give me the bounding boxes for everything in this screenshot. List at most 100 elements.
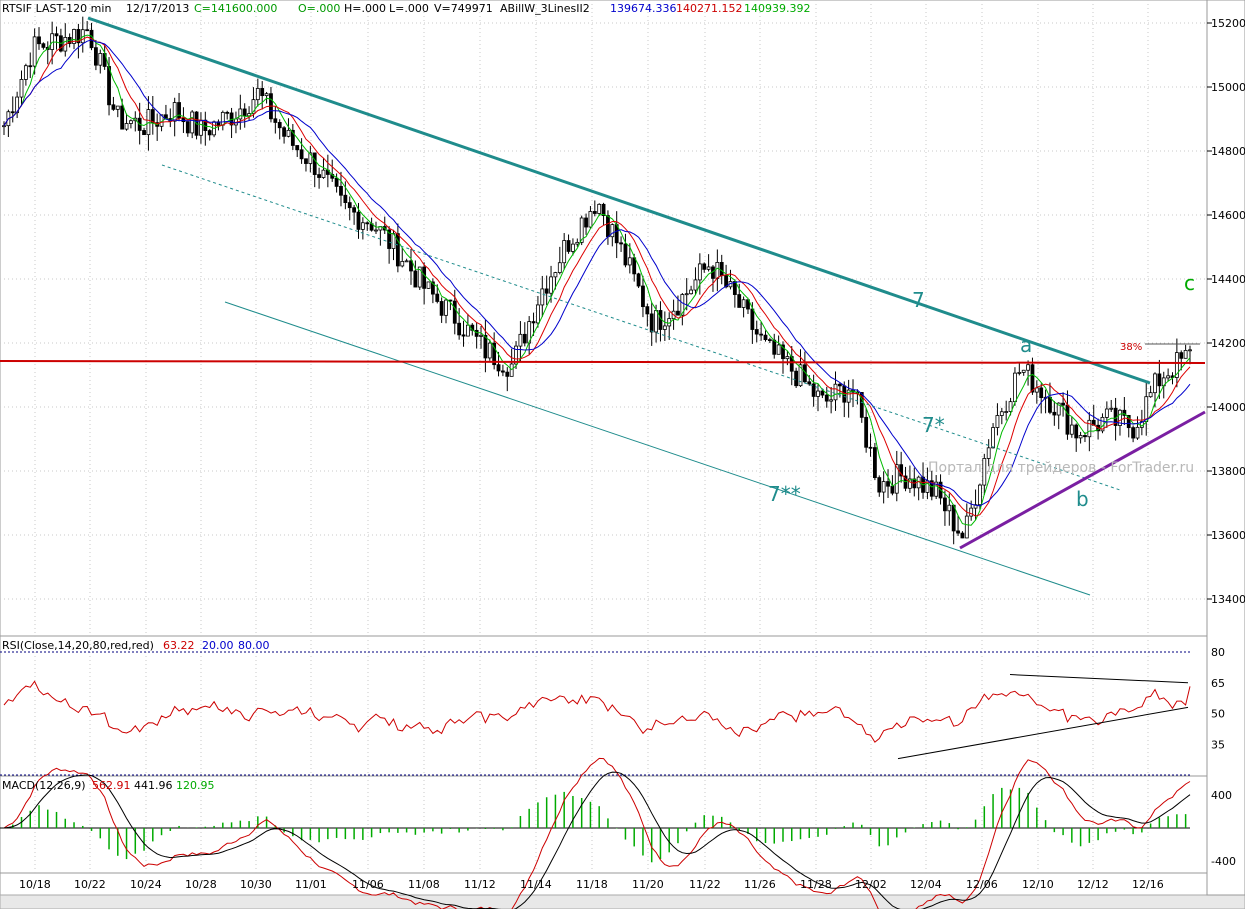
header-symbol: RTSIF LAST-120 min	[2, 2, 111, 15]
price-bar-body	[150, 109, 155, 124]
date-axis-label: 12/02	[855, 878, 887, 891]
price-bar-body	[991, 427, 995, 449]
rsi-panel	[0, 635, 1208, 777]
price-bar-body	[943, 497, 947, 512]
price-bar-body	[277, 122, 282, 129]
price-bar-body	[474, 329, 479, 337]
price-bar-body	[177, 102, 181, 119]
price-panel	[0, 0, 1208, 637]
macd-line	[3, 757, 1191, 913]
price-bar-body	[295, 145, 300, 151]
price-bar-body	[339, 185, 343, 196]
rsi-series	[3, 674, 1191, 760]
price-bar-body	[50, 33, 55, 50]
price-bar-body	[76, 29, 81, 44]
price-bar-body	[37, 36, 41, 45]
price-bar-body	[1083, 435, 1087, 438]
price-bar-body	[877, 477, 882, 493]
price-bar-body	[1144, 396, 1149, 423]
wave-label-c: c	[1184, 271, 1195, 295]
trendline-7[interactable]	[87, 16, 1151, 385]
horizontal-scrollbar[interactable]	[0, 894, 1245, 910]
price-bar-body	[308, 152, 313, 164]
price-axis-label: 152000	[1211, 17, 1245, 30]
price-bar-body	[514, 345, 518, 365]
support-line[interactable]	[0, 360, 1206, 364]
price-bar-body	[522, 333, 527, 344]
date-axis-label: 11/14	[520, 878, 552, 891]
price-bar-body	[597, 203, 602, 214]
price-bar-body	[649, 313, 654, 333]
price-bar-body	[540, 288, 545, 306]
price-bar-body	[1087, 419, 1092, 438]
header-close: C=141600.000	[194, 2, 277, 15]
macd-signal-value: 441.96	[134, 779, 173, 792]
price-bar-body	[404, 260, 409, 263]
price-bar-body	[19, 79, 24, 98]
rsi-upper-trendline[interactable]	[1009, 674, 1189, 684]
price-bar-body	[645, 306, 650, 315]
rsi-lower-trendline[interactable]	[897, 706, 1189, 760]
price-bar-body	[737, 294, 742, 308]
price-bar-body	[15, 96, 20, 114]
price-bar-body	[636, 273, 641, 287]
price-bar-body	[632, 257, 637, 275]
price-bar-body	[1004, 411, 1009, 413]
price-bar-body	[72, 29, 76, 44]
price-bar-body	[1030, 364, 1035, 393]
price-axis-label: 140000	[1211, 401, 1245, 414]
price-bar-body	[724, 275, 729, 288]
price-axis-label: 136000	[1211, 529, 1245, 542]
macd-label: MACD(12,26,9)	[2, 779, 86, 792]
price-bar-body	[776, 344, 781, 355]
price-bar-body	[929, 480, 934, 497]
price-bar-body	[457, 322, 462, 336]
price-bar-body	[706, 266, 711, 270]
wedge-line[interactable]	[959, 410, 1206, 550]
header-low: L=.000	[389, 2, 429, 15]
price-bar-body	[1021, 369, 1026, 373]
header-indicator: ABillW_3LinesII2	[500, 2, 590, 15]
price-axis-label: 148000	[1211, 145, 1245, 158]
price-bar-body	[894, 464, 899, 494]
price-bar-body	[754, 329, 759, 335]
price-bar-body	[960, 532, 965, 539]
date-axis-label: 10/30	[240, 878, 272, 891]
price-bar-body	[255, 88, 260, 101]
price-bar-body	[829, 399, 834, 402]
price-bar-body	[641, 285, 645, 308]
watermark: Портал для трейдеров - ForTrader.ru	[928, 460, 1194, 476]
price-bar-body	[317, 174, 321, 178]
trendline-7-star-star[interactable]	[224, 301, 1091, 596]
price-bar-body	[759, 333, 764, 336]
price-bar-body	[264, 93, 269, 97]
price-bar-body	[627, 257, 632, 266]
price-bar-body	[702, 263, 707, 270]
price-bar-body	[969, 507, 974, 517]
price-bar-body	[1026, 364, 1030, 371]
price-bar-body	[365, 222, 370, 225]
date-axis-label: 11/01	[295, 878, 327, 891]
price-bar-body	[868, 446, 873, 449]
price-bar-body	[260, 88, 265, 97]
price-bar-body	[465, 324, 470, 337]
axis-labels: 152000 150000 148000 146000 144000 142000 1400…	[19, 17, 1245, 891]
macd-axis-label: -400	[1211, 855, 1236, 868]
date-axis-label: 12/04	[910, 878, 942, 891]
trendline-7-star[interactable]	[161, 164, 1121, 491]
price-bar-body	[321, 169, 326, 178]
label-7-star-star: 7**	[768, 482, 801, 506]
price-bar-body	[360, 222, 365, 230]
price-bar-body	[689, 289, 693, 295]
header-line1: 139674.336	[610, 2, 676, 15]
date-axis-label: 12/06	[966, 878, 998, 891]
date-axis-label: 11/20	[632, 878, 664, 891]
price-bar-body	[956, 530, 960, 534]
price-axis-label: 150000	[1211, 81, 1245, 94]
price-bar-body	[1065, 404, 1070, 435]
price-bar-body	[1174, 352, 1179, 378]
price-bar-body	[592, 211, 597, 214]
price-bar-body	[982, 458, 987, 486]
price-bar-body	[273, 118, 278, 123]
